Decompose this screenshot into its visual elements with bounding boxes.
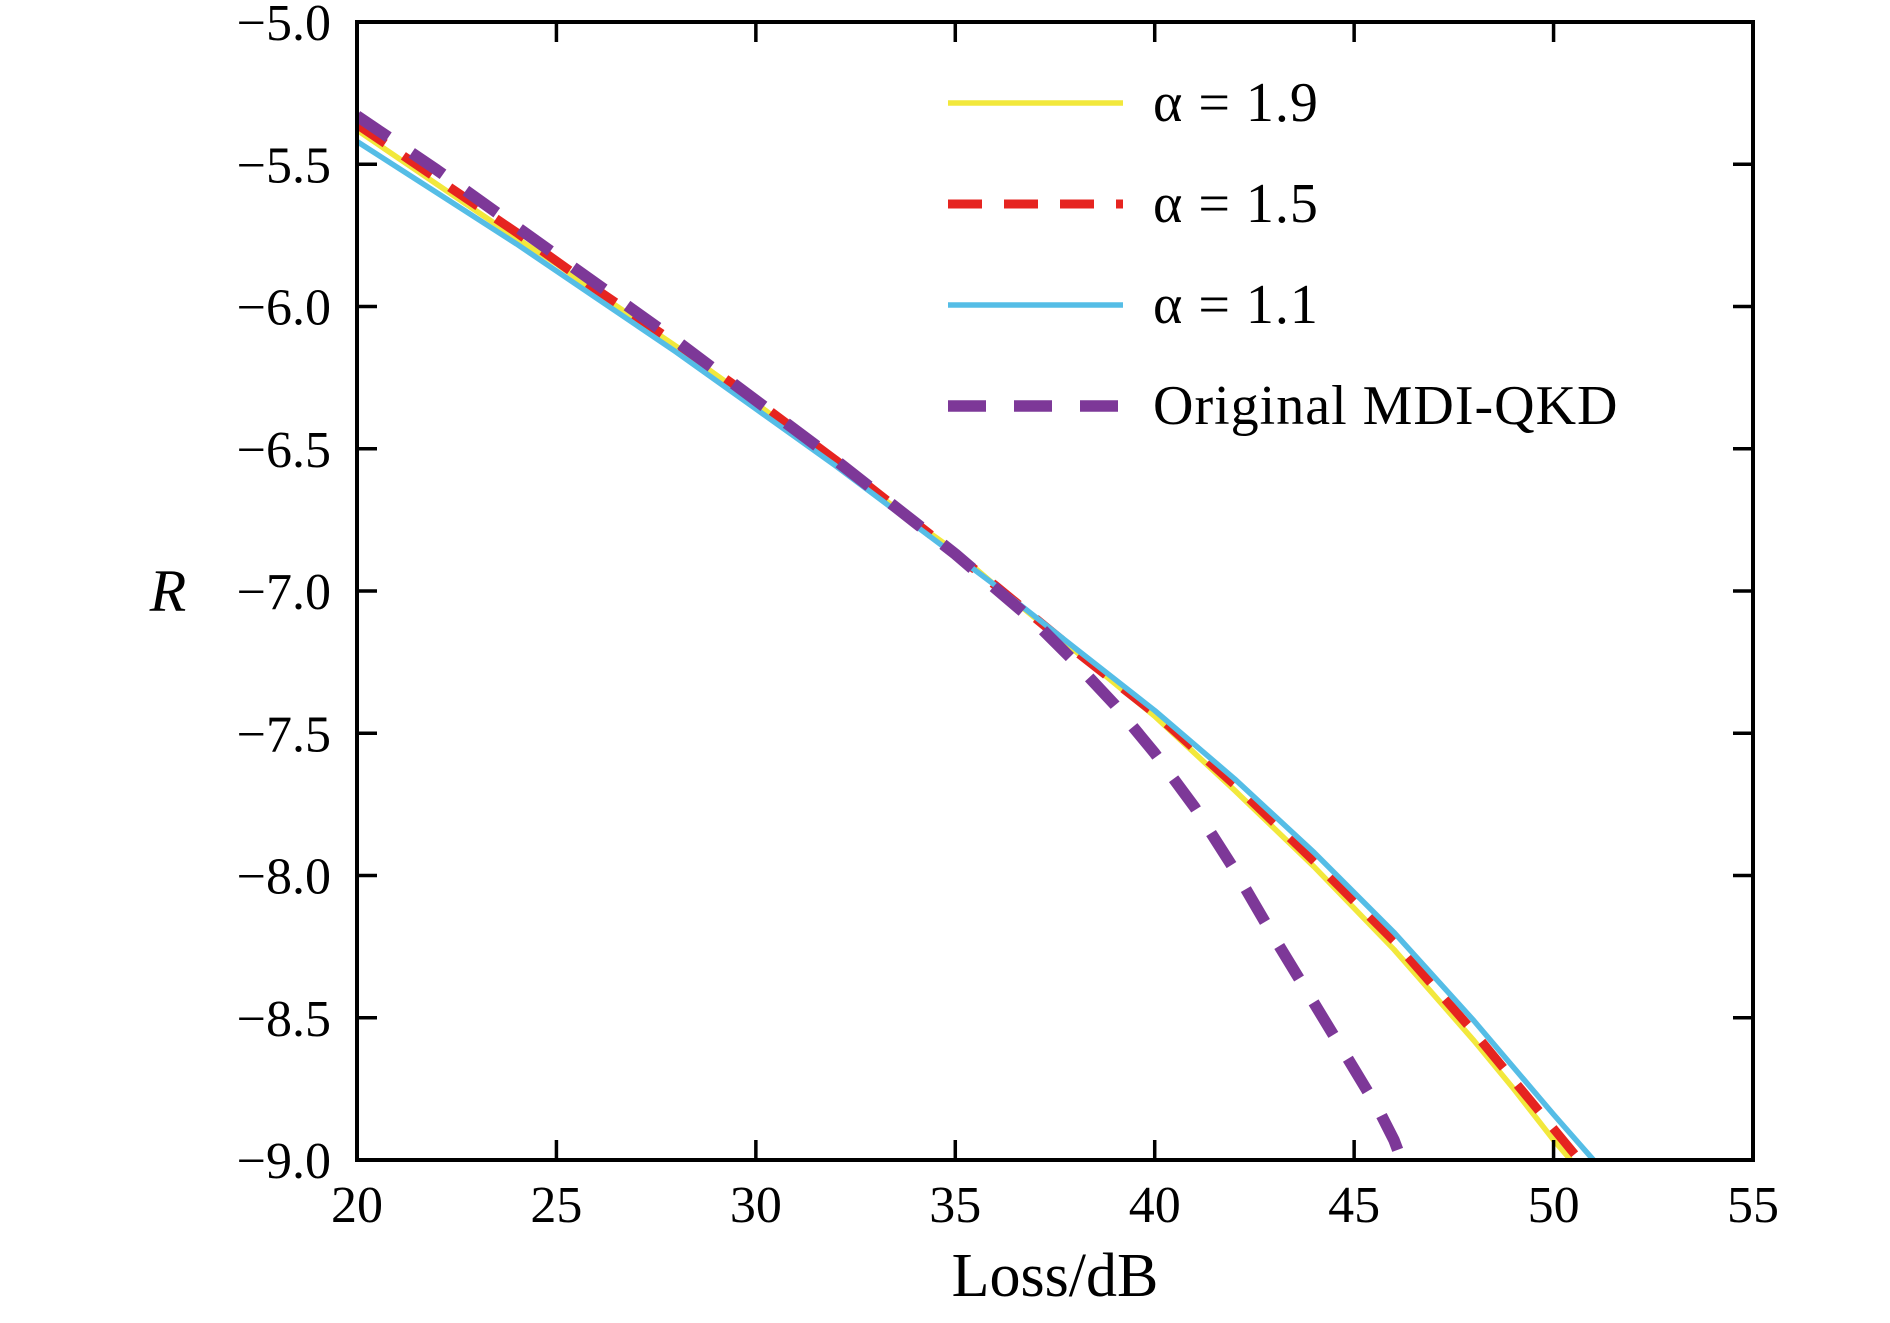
series-group [357,111,1597,1160]
x-tick-label: 55 [1727,1177,1779,1234]
legend-item-alpha-1.5: α = 1.5 [948,153,1618,254]
x-tick-label: 25 [530,1177,582,1234]
x-tick-label: 20 [331,1177,383,1234]
y-tick-label: −8.0 [237,849,331,906]
x-tick-label: 40 [1129,1177,1181,1234]
legend-line-sample-alpha-1.5 [948,199,1123,208]
y-tick-label: −8.5 [237,991,331,1048]
series-line-original-mdi-qkd [357,111,1408,1160]
x-tick-label: 35 [929,1177,981,1234]
y-tick-label: −5.0 [237,0,331,52]
y-tick-label: −5.5 [237,137,331,194]
legend-line-sample-original-mdi-qkd [948,399,1123,412]
legend-item-alpha-1.9: α = 1.9 [948,52,1618,153]
x-tick-label: 30 [730,1177,782,1234]
legend: α = 1.9 α = 1.5 α = 1.1 Original MDI-QKD [948,52,1618,456]
y-tick-label: −7.5 [237,706,331,763]
x-tick-label: 45 [1328,1177,1380,1234]
legend-item-alpha-1.1: α = 1.1 [948,254,1618,355]
y-tick-label: −6.0 [237,280,331,337]
y-tick-label: −9.0 [237,1133,331,1190]
legend-label-original-mdi-qkd: Original MDI-QKD [1153,374,1619,437]
x-tick-label: 50 [1528,1177,1580,1234]
y-tick-label: −6.5 [237,422,331,479]
plot-box [355,20,1755,1162]
axes: 20 25 30 35 40 45 50 55 −9.0 −8.5 −8.0 −7.5 −7.0 −6.5… [149,0,1779,1310]
y-tick-label: −7.0 [237,564,331,621]
legend-label-alpha-1.9: α = 1.9 [1153,71,1319,134]
series-line-alpha-1.1 [357,139,1597,1160]
legend-label-alpha-1.5: α = 1.5 [1153,172,1319,235]
legend-item-original-mdi-qkd: Original MDI-QKD [948,355,1618,456]
x-axis-label: Loss/dB [952,1242,1159,1310]
legend-line-sample-alpha-1.9 [948,99,1123,106]
legend-line-sample-alpha-1.1 [948,301,1123,308]
legend-label-alpha-1.1: α = 1.1 [1153,273,1319,336]
y-axis-label: R [149,558,187,624]
